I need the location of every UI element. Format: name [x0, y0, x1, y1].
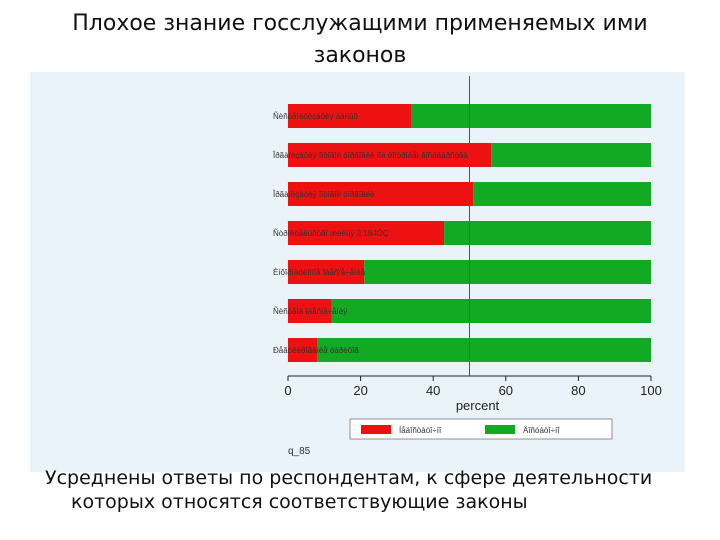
chart-footnote: q_85: [288, 446, 311, 457]
category-label-3: Îðãàíèçàöèÿ îïòîâîé òîðãîâëè: [272, 190, 375, 199]
legend-swatch-1: [361, 425, 391, 434]
legend-swatch-2: [485, 425, 515, 434]
bar-green-4: [444, 221, 651, 245]
category-label-5: Èíôîðìàöèîííîå îáåñïå÷åíèå: [273, 268, 366, 277]
bar-green-2: [491, 143, 651, 167]
slide-caption: Усреднены ответы по респондентам, к сфер…: [45, 466, 685, 514]
caption-line-2: которых относятся соответствующие законы: [71, 491, 528, 513]
category-label-1: Ñèñòåìàòèçàöèÿ äàííûõ: [273, 112, 359, 121]
bar-red-4: [288, 221, 445, 245]
caption-line-1: Усреднены ответы по респондентам, к сфер…: [45, 467, 653, 489]
category-label-6: Ñèñòåìà îáåñïå÷åíèÿ: [273, 307, 347, 316]
title-line-1: Плохое знание госслужащими применяемых и…: [72, 11, 648, 36]
bar-red-3: [288, 182, 474, 206]
slide-title: Плохое знание госслужащими применяемых и…: [0, 8, 720, 72]
bar-red-6: [288, 299, 332, 323]
bar-green-7: [317, 338, 651, 362]
x-tick-label-60: 60: [499, 383, 513, 398]
legend-label-1: Íåäîñòàòî÷íî: [399, 426, 442, 435]
bar-green-1: [411, 104, 651, 128]
category-label-7: Ðåãóëèðîâàíèå òàðèôîâ: [273, 346, 359, 355]
bar-red-1: [288, 104, 412, 128]
bar-red-5: [288, 260, 365, 284]
x-tick-label-40: 40: [426, 383, 440, 398]
bar-green-6: [331, 299, 651, 323]
category-label-4: Ñòðîèòåëüñòâî æèëüÿ ïî 184ÔÇ: [273, 229, 389, 238]
bar-green-5: [364, 260, 651, 284]
x-tick-label-80: 80: [571, 383, 585, 398]
bar-red-7: [288, 338, 318, 362]
title-line-2: законов: [313, 43, 407, 68]
legend-label-2: Äîñòàòî÷íî: [523, 426, 560, 435]
x-tick-label-0: 0: [284, 383, 291, 398]
bar-green-3: [473, 182, 651, 206]
bar-red-2: [288, 143, 492, 167]
legend-box: [349, 418, 613, 440]
x-tick-label-100: 100: [640, 383, 662, 398]
category-label-2: Îðãàíèçàöèÿ îïòîâîé òîðãîâëè ïîä êîíòðîë…: [272, 151, 468, 160]
x-axis-label: percent: [456, 398, 500, 413]
x-tick-label-20: 20: [353, 383, 367, 398]
